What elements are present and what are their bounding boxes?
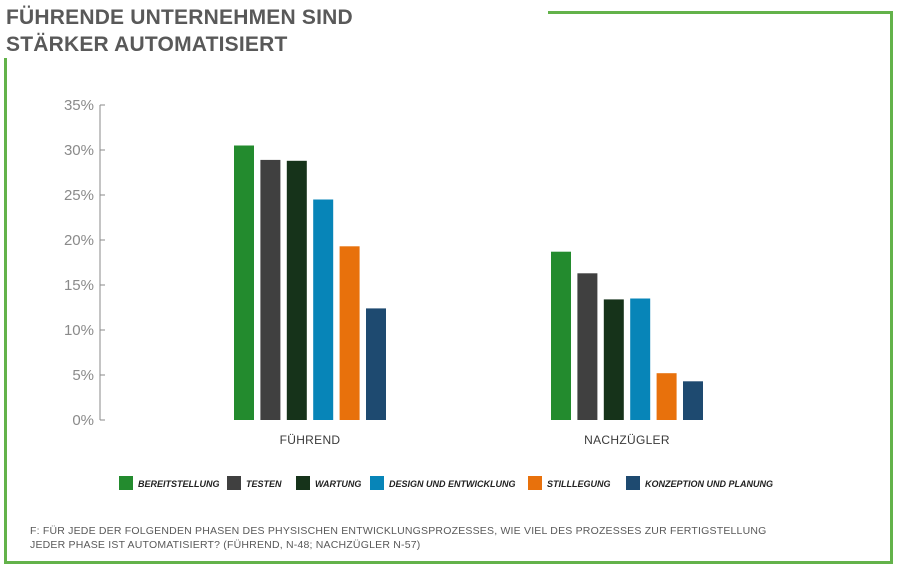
y-tick-label: 35% [64, 97, 94, 114]
legend-swatch [528, 476, 542, 490]
category-label: FÜHREND [280, 433, 341, 447]
footnote-line-2: JEDER PHASE IST AUTOMATISIERT? (FÜHREND,… [30, 539, 421, 551]
legend-swatch [296, 476, 310, 490]
legend-label: TESTEN [246, 479, 282, 489]
legend-swatch [227, 476, 241, 490]
y-tick-label: 15% [64, 277, 94, 294]
legend-label: BEREITSTELLUNG [138, 479, 220, 489]
bar [656, 373, 677, 420]
bar [313, 199, 334, 420]
y-tick-label: 10% [64, 322, 94, 339]
y-tick-label: 20% [64, 232, 94, 249]
bar [366, 308, 386, 420]
chart-title: FÜHRENDE UNTERNEHMEN SIND STÄRKER AUTOMA… [6, 4, 526, 58]
frame-left-line [4, 58, 7, 564]
y-tick-label: 30% [64, 142, 94, 159]
frame-bottom-line [4, 561, 893, 564]
bar [234, 145, 254, 420]
legend-label: STILLLEGUNG [547, 479, 611, 489]
legend-swatch [626, 476, 640, 490]
chart-title-line-2: STÄRKER AUTOMATISIERT [6, 33, 288, 56]
bar [260, 159, 281, 420]
bar [577, 273, 598, 420]
legend-label: KONZEPTION UND PLANUNG [645, 479, 773, 489]
survey-footnote: F: FÜR JEDE DER FOLGENDEN PHASEN DES PHY… [30, 524, 870, 552]
bar [630, 298, 651, 420]
legend-swatch [119, 476, 133, 490]
bar [603, 299, 624, 420]
legend-label: WARTUNG [315, 479, 361, 489]
chart-title-line-1: FÜHRENDE UNTERNEHMEN SIND [6, 6, 353, 29]
frame-right-line [890, 11, 893, 564]
y-tick-label: 0% [72, 412, 94, 429]
footnote-line-1: F: FÜR JEDE DER FOLGENDEN PHASEN DES PHY… [30, 525, 767, 537]
category-label: NACHZÜGLER [584, 433, 670, 447]
bar [339, 246, 360, 420]
legend-label: DESIGN UND ENTWICKLUNG [389, 479, 516, 489]
legend-swatch [370, 476, 384, 490]
frame-top-line [548, 11, 893, 14]
bar [551, 251, 571, 420]
y-tick-label: 5% [72, 367, 94, 384]
bar [683, 381, 703, 420]
bar [286, 160, 307, 421]
y-tick-label: 25% [64, 187, 94, 204]
